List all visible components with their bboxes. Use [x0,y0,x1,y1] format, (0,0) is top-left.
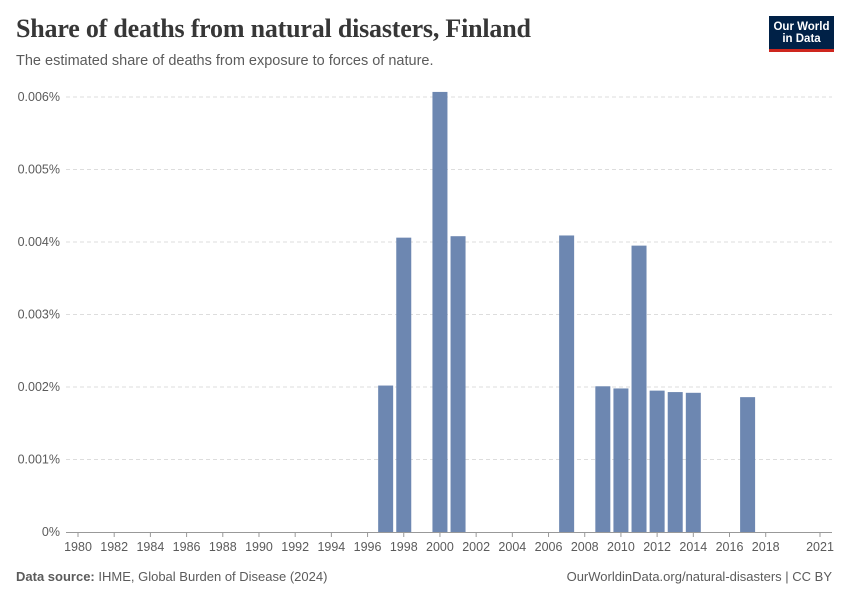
x-tick-label: 1986 [173,540,201,554]
x-tick-label: 2018 [752,540,780,554]
bar-1998[interactable] [396,237,412,532]
bar-1997[interactable] [378,385,394,532]
bar-2017[interactable] [740,397,756,532]
bar-2011[interactable] [631,245,647,532]
logo-line-1: Our World [773,21,830,33]
y-tick-label: 0.003% [18,308,60,322]
source-url-link[interactable]: OurWorldinData.org/natural-disasters | C… [566,569,832,584]
x-tick-label: 2002 [462,540,490,554]
x-tick-label: 2000 [426,540,454,554]
bar-2013[interactable] [667,392,683,532]
x-tick-label: 1984 [136,540,164,554]
x-tick-label: 1982 [100,540,128,554]
y-tick-label: 0.001% [18,453,60,467]
bar-2010[interactable] [613,388,629,532]
bars [378,91,756,533]
bar-2009[interactable] [595,386,611,532]
bar-2012[interactable] [649,390,665,532]
bar-2014[interactable] [685,392,701,532]
x-tick-label: 2012 [643,540,671,554]
x-tick-label: 2016 [716,540,744,554]
x-tick-label: 1994 [317,540,345,554]
data-source: Data source: IHME, Global Burden of Dise… [16,569,327,584]
x-tick-label: 2010 [607,540,635,554]
x-tick-label: 2008 [571,540,599,554]
x-tick-label: 2004 [498,540,526,554]
x-tick-label: 2021 [806,540,834,554]
data-source-label: Data source: [16,569,95,584]
y-tick-label: 0.006% [18,90,60,104]
bar-2007[interactable] [559,235,575,532]
y-axis-labels: 0% 0.001% 0.002% 0.003% 0.004% 0.005% 0.006% [18,90,60,539]
y-tick-label: 0.004% [18,235,60,249]
chart-title: Share of deaths from natural disasters, … [16,14,531,43]
x-tick-label: 1980 [64,540,92,554]
bar-2000[interactable] [432,91,448,533]
y-tick-label: 0.005% [18,163,60,177]
x-tick-label: 1996 [354,540,382,554]
gridlines [66,96,832,460]
x-tick-label: 2014 [679,540,707,554]
owid-logo[interactable]: Our World in Data [769,16,834,52]
y-tick-label: 0.002% [18,380,60,394]
data-source-text: IHME, Global Burden of Disease (2024) [98,569,328,584]
x-axis: 1980 1982 1984 1986 1988 1990 1992 1994 1996 1998… [64,532,834,554]
logo-line-2: in Data [782,33,821,45]
chart-subtitle: The estimated share of deaths from expos… [16,53,434,69]
x-tick-label: 2006 [535,540,563,554]
x-tick-label: 1992 [281,540,309,554]
bar-2001[interactable] [450,236,466,532]
x-tick-label: 1998 [390,540,418,554]
y-tick-label: 0% [42,525,60,539]
x-tick-label: 1988 [209,540,237,554]
x-tick-label: 1990 [245,540,273,554]
